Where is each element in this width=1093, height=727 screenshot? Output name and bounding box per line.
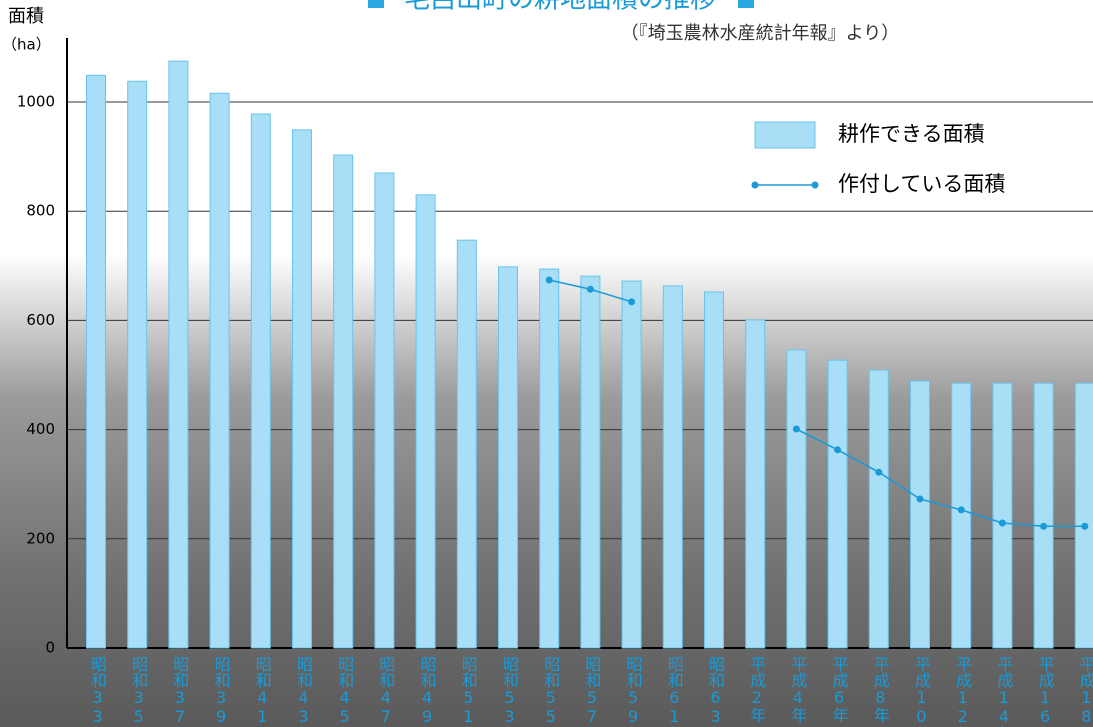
line-point (628, 298, 635, 305)
legend-swatch (755, 122, 815, 148)
x-tick-label: 平成6年 (828, 656, 848, 723)
x-tick-label: 昭和63年 (704, 656, 724, 727)
y-tick-label: 600 (26, 311, 55, 329)
legend-swatch (752, 182, 759, 189)
bar (293, 130, 312, 648)
bar (746, 320, 765, 648)
line-point (834, 446, 841, 453)
bar (128, 81, 147, 648)
bar (210, 93, 229, 648)
x-tick-label: 平成12年 (951, 656, 971, 727)
x-tick-label: 昭和61年 (663, 656, 683, 727)
line-point (1081, 523, 1088, 530)
x-tick-label: 昭和51年 (457, 656, 477, 727)
line-point (587, 286, 594, 293)
chart-subtitle: （『埼玉農林水産統計年報』より） (621, 23, 900, 44)
x-tick-label: 平成18年 (1075, 656, 1093, 727)
bar (540, 269, 559, 648)
y-axis-label: 面積 (8, 6, 44, 27)
bar (869, 370, 888, 648)
bar (705, 292, 724, 648)
bar (169, 61, 188, 648)
x-tick-label: 昭和45年 (333, 656, 353, 727)
x-tick-label: 昭和37年 (168, 656, 188, 727)
chart: 毛呂山町の耕地面積の推移 （『埼玉農林水産統計年報』より） 面積 （ha） 0 2… (0, 0, 1093, 727)
line-point (999, 519, 1006, 526)
title-decor (368, 0, 384, 8)
legend-label: 耕作できる面積 (838, 122, 985, 146)
bar (1034, 383, 1053, 648)
bar (87, 75, 106, 648)
x-tick-label: 昭和35年 (127, 656, 147, 727)
bar (952, 383, 971, 648)
x-tick-label: 昭和47年 (374, 656, 394, 727)
x-tick-label: 昭和39年 (210, 656, 230, 727)
bar (499, 267, 518, 648)
y-tick-label: 400 (26, 420, 55, 438)
x-tick-label: 昭和57年 (580, 656, 600, 727)
bar (375, 173, 394, 648)
bar (622, 281, 641, 648)
legend-label: 作付している面積 (838, 172, 1005, 196)
bar (457, 240, 476, 648)
bar (911, 381, 930, 648)
y-tick-label: 1000 (17, 93, 55, 111)
bar (416, 195, 435, 648)
line-point (1040, 523, 1047, 530)
bar (993, 383, 1012, 648)
bar (787, 350, 806, 648)
title-decor (738, 0, 754, 8)
line-point (875, 469, 882, 476)
bar (581, 276, 600, 648)
x-tick-label: 平成4年 (786, 656, 806, 723)
bar (251, 114, 270, 648)
x-tick-label: 昭和55年 (539, 656, 559, 727)
y-tick-label: 800 (26, 202, 55, 220)
y-tick-label: 200 (26, 529, 55, 547)
x-tick-label: 平成2年 (745, 656, 765, 723)
y-tick-label: 0 (45, 639, 55, 657)
x-tick-label: 昭和53年 (498, 656, 518, 727)
line-point (917, 495, 924, 502)
bar (1075, 383, 1093, 648)
x-tick-label: 平成10年 (910, 656, 930, 727)
y-axis-unit: （ha） (2, 36, 51, 54)
page: 毛呂山町の耕地面積の推移 （『埼玉農林水産統計年報』より） 面積 （ha） 0 2… (0, 0, 1093, 727)
x-tick-label: 昭和59年 (622, 656, 642, 727)
x-tick-label: 昭和49年 (416, 656, 436, 727)
x-tick-label: 昭和43年 (292, 656, 312, 727)
bar (663, 286, 682, 648)
chart-title: 毛呂山町の耕地面積の推移 (404, 0, 716, 15)
x-tick-label: 平成16年 (1034, 656, 1054, 727)
x-tick-label: 平成8年 (869, 656, 889, 723)
x-tick-label: 昭和41年 (251, 656, 271, 727)
x-tick-label: 平成14年 (992, 656, 1012, 727)
bar (828, 360, 847, 648)
bar (334, 155, 353, 648)
legend-swatch (812, 182, 819, 189)
x-tick-label: 昭和33年 (86, 656, 106, 727)
line-point (958, 506, 965, 513)
line-point (546, 276, 553, 283)
line-point (793, 426, 800, 433)
